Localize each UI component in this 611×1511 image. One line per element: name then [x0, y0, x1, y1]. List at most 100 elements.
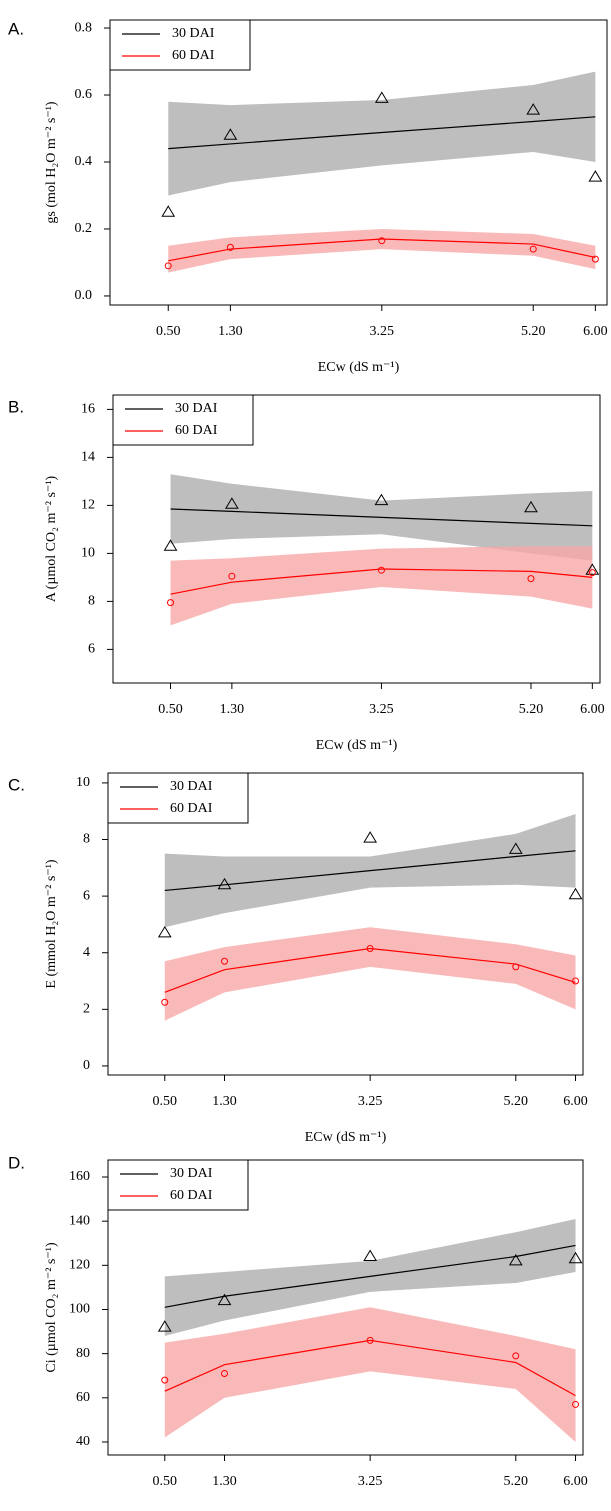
y-tick-label: 2 [83, 1002, 90, 1017]
y-tick-label: 0 [83, 1058, 90, 1073]
y-tick-label: 0.8 [75, 20, 93, 35]
legend-label: 60 DAI [172, 48, 215, 63]
y-tick-label: 14 [81, 450, 95, 465]
x-axis-title: ECw (dS m⁻¹) [316, 738, 398, 753]
legend-box [107, 1159, 249, 1211]
fit-line [164, 947, 576, 993]
confidence-band [168, 71, 596, 196]
panel: A. 0.0 0.2 0.4 0.6 0.8 0.50 1.30 3.25 5.20 6.00 ECw… [8, 19, 608, 375]
data-point [221, 1370, 229, 1378]
data-point [585, 563, 600, 575]
y-tick-label: 4 [83, 945, 90, 960]
panel: B. 6 8 10 12 14 16 0.50 1.30 3.25 5.20 6.00 ECw (dS … [8, 394, 605, 753]
y-tick-label: 60 [76, 1390, 90, 1405]
x-tick-label: 1.30 [212, 1474, 237, 1489]
data-point [161, 1376, 169, 1384]
panel: D. 40 60 80 100 120 140 160 0.50 1.30 3.25 5.20 6.00… [8, 1153, 588, 1511]
confidence-band [168, 228, 596, 273]
legend-box [109, 19, 251, 71]
data-point [512, 963, 520, 971]
data-point [378, 237, 386, 245]
y-tick-label: 8 [83, 832, 90, 847]
x-tick-label: 3.25 [369, 702, 394, 717]
x-tick-label: 1.30 [218, 324, 243, 339]
fit-line [164, 1244, 576, 1308]
x-tick-label: 0.50 [156, 324, 181, 339]
y-axis-title: Ci (µmol CO₂ m⁻² s⁻¹) [44, 1242, 59, 1373]
data-point [217, 1293, 232, 1306]
x-tick-label: 5.20 [504, 1094, 529, 1109]
fit-line [168, 238, 596, 262]
data-point [374, 493, 389, 506]
data-point [226, 243, 234, 251]
confidence-band [164, 927, 576, 1021]
x-tick-label: 0.50 [153, 1474, 178, 1489]
x-tick-label: 1.30 [212, 1094, 237, 1109]
y-axis-title: E (mmol H₂O m⁻² s⁻¹) [44, 859, 59, 988]
data-point [224, 497, 239, 509]
data-point [588, 170, 603, 182]
data-point [377, 566, 385, 574]
data-point [508, 1253, 523, 1266]
data-point [366, 1336, 374, 1344]
x-tick-label: 5.20 [519, 702, 544, 717]
fit-line [168, 116, 596, 150]
y-tick-label: 0.0 [75, 288, 93, 303]
legend-label: 30 DAI [170, 779, 213, 794]
legend-label: 60 DAI [170, 801, 213, 816]
data-point [527, 575, 535, 583]
y-tick-label: 0.6 [75, 87, 93, 102]
fit-line [164, 850, 576, 892]
data-point [591, 255, 599, 263]
data-point [366, 944, 374, 952]
confidence-band [164, 1218, 576, 1336]
data-point [223, 128, 238, 140]
y-tick-label: 8 [88, 594, 95, 609]
data-point [526, 103, 541, 115]
confidence-band [164, 1307, 576, 1442]
data-point [157, 925, 172, 938]
panel-label: B. [8, 397, 24, 416]
data-point [164, 262, 172, 270]
y-tick-label: 120 [69, 1258, 90, 1273]
panel: C. 0 2 4 6 8 10 0.50 1.30 3.25 5.20 6.00 ECw (dS m⁻¹… [8, 772, 588, 1145]
y-axis-title: gs (mol H₂O m⁻² s⁻¹) [44, 101, 59, 224]
plot-frame [112, 394, 601, 684]
y-tick-label: 12 [81, 498, 95, 513]
x-tick-label: 6.00 [583, 324, 608, 339]
legend-label: 60 DAI [170, 1188, 213, 1203]
y-tick-label: 6 [83, 888, 90, 903]
y-tick-label: 80 [76, 1346, 90, 1361]
confidence-band [170, 546, 593, 626]
x-tick-label: 3.25 [370, 324, 395, 339]
plot-frame [107, 1159, 584, 1456]
data-point [363, 831, 378, 843]
y-tick-label: 10 [76, 775, 90, 790]
data-point [228, 572, 236, 580]
data-point [572, 1400, 580, 1408]
data-point [161, 998, 169, 1006]
panel-label: A. [8, 19, 24, 38]
data-point [588, 569, 596, 577]
data-point [529, 245, 537, 253]
plot-frame [107, 772, 584, 1076]
data-point [512, 1352, 520, 1360]
y-tick-label: 140 [69, 1213, 90, 1228]
panel-label: C. [8, 775, 25, 794]
fit-line [170, 568, 593, 595]
y-tick-label: 160 [69, 1169, 90, 1184]
data-point [572, 977, 580, 985]
panel-label: D. [8, 1153, 25, 1172]
data-point [161, 205, 176, 217]
legend-box [112, 394, 254, 446]
y-tick-label: 0.2 [75, 221, 93, 236]
data-point [157, 1320, 172, 1332]
x-axis-title: ECw (dS m⁻¹) [318, 360, 400, 375]
fit-line [170, 508, 593, 527]
data-point [568, 887, 583, 900]
data-point [163, 539, 178, 551]
legend-label: 30 DAI [172, 26, 215, 41]
x-tick-label: 6.00 [563, 1094, 588, 1109]
data-point [568, 1251, 583, 1264]
